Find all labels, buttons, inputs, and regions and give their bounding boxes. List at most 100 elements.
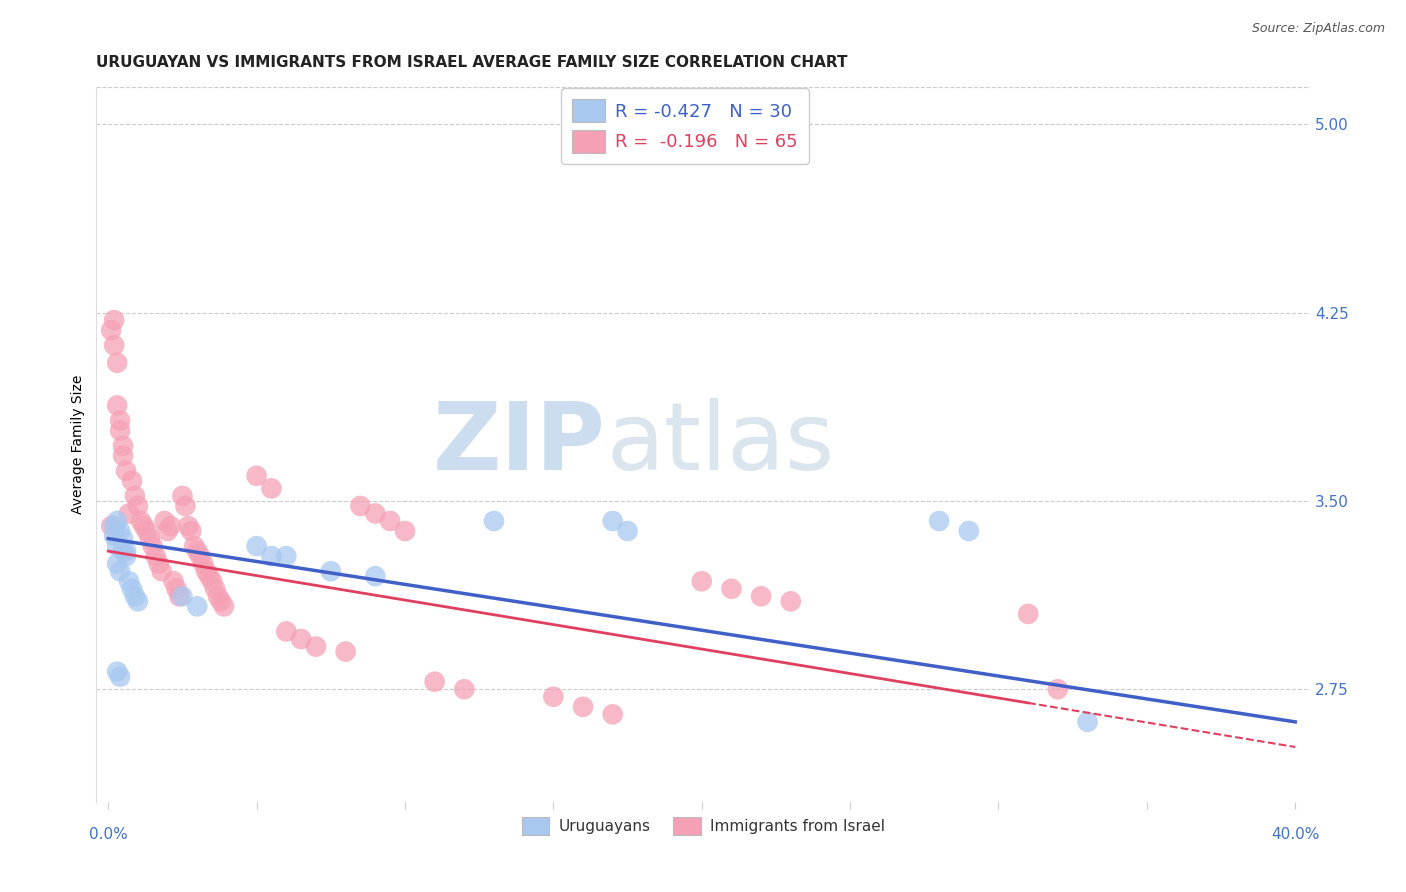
Point (172, 590, 194, 604)
Point (108, 524, 131, 538)
Point (132, 519, 155, 533)
Point (103, 529, 125, 543)
Point (124, 590, 146, 604)
Point (108, 413, 131, 427)
Text: Source: ZipAtlas.com: Source: ZipAtlas.com (1251, 22, 1385, 36)
Point (105, 356, 128, 370)
Point (100, 519, 122, 533)
Point (193, 557, 215, 571)
Point (183, 539, 205, 553)
Point (319, 564, 342, 578)
Point (159, 519, 181, 533)
Point (105, 557, 128, 571)
Point (105, 665, 128, 679)
Point (453, 682, 475, 697)
Point (349, 499, 371, 513)
Point (928, 514, 950, 528)
Point (108, 424, 131, 438)
Point (572, 699, 595, 714)
Point (121, 582, 143, 596)
Point (103, 519, 125, 533)
Point (290, 632, 312, 646)
Point (209, 594, 232, 608)
Point (690, 574, 713, 589)
Point (115, 544, 138, 558)
Point (115, 464, 138, 478)
Point (118, 574, 141, 589)
Point (129, 514, 152, 528)
Point (127, 499, 149, 513)
Point (616, 524, 638, 538)
Text: atlas: atlas (606, 399, 834, 491)
Point (169, 590, 191, 604)
Point (100, 323, 122, 337)
Point (212, 599, 235, 614)
Point (198, 569, 221, 583)
Point (186, 599, 208, 614)
Point (1076, 714, 1098, 729)
Point (108, 670, 131, 684)
Point (335, 644, 357, 658)
Point (482, 514, 505, 528)
Point (180, 524, 202, 538)
Point (201, 574, 224, 589)
Point (364, 569, 387, 583)
Point (378, 514, 401, 528)
Point (779, 594, 801, 608)
Y-axis label: Average Family Size: Average Family Size (72, 375, 86, 514)
Point (246, 468, 269, 483)
Point (246, 539, 269, 553)
Point (112, 439, 135, 453)
Text: 0.0%: 0.0% (89, 828, 128, 842)
Point (602, 707, 624, 722)
Point (139, 532, 162, 546)
Point (1046, 682, 1069, 697)
Text: 40.0%: 40.0% (1271, 828, 1319, 842)
Point (260, 549, 283, 563)
Point (115, 549, 138, 563)
Point (188, 549, 211, 563)
Point (174, 499, 197, 513)
Point (177, 519, 200, 533)
Point (172, 489, 194, 503)
Point (108, 564, 131, 578)
Point (105, 539, 128, 553)
Point (749, 590, 772, 604)
Point (260, 481, 283, 495)
Point (112, 532, 135, 546)
Point (305, 640, 328, 654)
Point (105, 399, 128, 413)
Point (276, 624, 298, 639)
Point (156, 524, 179, 538)
Point (602, 514, 624, 528)
Point (103, 338, 125, 352)
Point (364, 507, 387, 521)
Point (1017, 607, 1039, 621)
Text: ZIP: ZIP (433, 399, 606, 491)
Point (103, 313, 125, 327)
Point (127, 594, 149, 608)
Point (957, 524, 980, 538)
Point (543, 690, 565, 704)
Point (162, 574, 184, 589)
Point (112, 544, 135, 558)
Point (150, 564, 173, 578)
Point (720, 582, 742, 596)
Point (112, 449, 135, 463)
Point (204, 582, 226, 596)
Point (276, 549, 298, 563)
Point (186, 544, 208, 558)
Point (207, 590, 229, 604)
Point (153, 514, 176, 528)
Point (166, 582, 188, 596)
Legend: Uruguayans, Immigrants from Israel: Uruguayans, Immigrants from Israel (516, 811, 891, 841)
Text: URUGUAYAN VS IMMIGRANTS FROM ISRAEL AVERAGE FAMILY SIZE CORRELATION CHART: URUGUAYAN VS IMMIGRANTS FROM ISRAEL AVER… (97, 55, 848, 70)
Point (135, 524, 157, 538)
Point (105, 514, 128, 528)
Point (142, 539, 165, 553)
Point (121, 474, 143, 488)
Point (195, 564, 218, 578)
Point (423, 674, 446, 689)
Point (394, 524, 416, 538)
Point (148, 557, 170, 571)
